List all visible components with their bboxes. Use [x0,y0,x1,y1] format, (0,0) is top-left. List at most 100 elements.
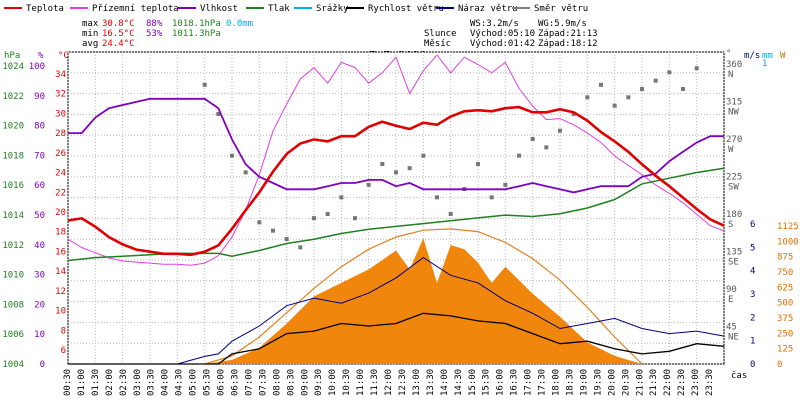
direction-compass-tick: NW [728,108,739,118]
temperature-tick: 8 [61,326,66,336]
direction-degree-tick: 90 [726,285,737,295]
temperature-tick: 22 [55,188,66,198]
wind-speed-tick: 1 [750,337,755,347]
time-tick: 19:00 [579,369,589,396]
solar-tick: 1125 [777,222,799,232]
time-tick: 20:00 [607,369,617,396]
time-tick: 19:30 [593,369,603,396]
time-tick: 14:30 [454,369,464,396]
time-tick: 09:00 [300,369,310,396]
sun-rise: Východ:05:10 [470,29,535,39]
time-tick: 05:30 [203,369,213,396]
wind-direction-point [421,153,426,158]
w-unit: W [780,51,786,61]
pressure-tick: 1016 [2,181,24,191]
sun-set: Západ:21:13 [538,29,598,39]
dir-unit: ° [726,49,731,59]
humidity-tick: 90 [34,92,45,102]
temperature-tick: 20 [55,208,66,218]
temperature-tick: 10 [55,307,66,317]
solar-tick: 500 [777,299,793,309]
solar-tick: 250 [777,329,793,339]
moon-rise: Východ:01:42 [470,39,535,49]
hpa-unit: hPa [4,51,20,61]
solar-tick: 875 [777,253,793,263]
ms-unit: m/s [744,51,760,61]
legend-label: Tlak [268,4,290,14]
temperature-tick: 32 [55,90,66,100]
stat-min-temp: 16.5°C [102,29,135,39]
stat-max-rain: 0.0mm [226,19,253,29]
time-tick: 11:30 [370,369,380,396]
time-tick: 18:30 [565,369,575,396]
legend-label: Náraz větru [458,4,518,14]
pressure-tick: 1022 [2,92,24,102]
humidity-tick: 30 [34,271,45,281]
wind-speed-info: WS:3.2m/s [470,19,519,29]
direction-compass-tick: NE [728,333,739,343]
pressure-tick: 1024 [2,62,24,72]
time-tick: 03:30 [147,369,157,396]
humidity-line [68,97,724,194]
axis-ticks: 1024102210201018101610141012101010081006… [2,59,798,396]
wind-speed-tick: 3 [750,290,755,300]
time-tick: 16:00 [496,369,506,396]
wind-direction-point [284,237,289,241]
humidity-tick: 100 [29,62,45,72]
solar-tick: 0 [777,360,782,370]
mm-unit: mm [762,51,773,61]
legend-label: Vlhkost [200,4,238,14]
pressure-tick: 1014 [2,211,24,221]
wind-direction-point [380,162,385,166]
solar-tick: 625 [777,283,793,293]
legend-label: Teplota [26,4,64,14]
time-tick: 11:00 [356,369,366,396]
time-tick: 03:00 [133,369,143,396]
moon-label: Měsíc [424,39,451,49]
wind-direction-point [585,95,590,100]
wind-direction-point [653,78,658,83]
wind-direction-point [544,145,549,150]
time-tick: 04:30 [175,369,185,396]
time-tick: 15:30 [482,369,492,396]
sun-label: Slunce [424,29,457,39]
wind-direction-point [230,153,234,158]
stat-min-press: 1011.3hPa [172,29,221,39]
solar-radiation-area [204,238,642,364]
direction-degree-tick: 135 [726,248,742,258]
temperature-tick: 30 [55,109,66,119]
wind-direction-point [612,103,617,108]
solar-theoretical-line [204,228,643,365]
direction-degree-tick: 180 [726,210,742,220]
wind-direction-point [353,216,357,221]
stat-avg-temp: 24.4°C [102,39,135,49]
solar-tick: 375 [777,314,793,324]
wind-direction-point [435,195,439,200]
temperature-tick: 34 [55,70,66,80]
time-tick: 15:00 [468,369,478,396]
time-tick: 13:30 [426,369,436,396]
legend-label: Rychlost větru [368,4,444,14]
wind-direction-point [339,195,344,200]
direction-degree-tick: 45 [726,323,737,333]
time-tick: 06:30 [230,369,240,396]
wind-direction-point [298,245,303,250]
time-tick: 01:00 [77,369,87,396]
moon-set: Západ:18:12 [538,39,598,49]
temperature-tick: 16 [55,247,66,257]
time-tick: 01:30 [91,369,101,396]
time-tick: 22:30 [677,369,687,396]
time-tick: 12:30 [398,369,408,396]
temperature-tick: 12 [55,287,66,297]
time-tick: 05:00 [189,369,199,396]
rain-tick: 1 [762,59,767,69]
direction-compass-tick: S [728,220,733,230]
wind-direction-point [530,137,535,141]
solar-tick: 125 [777,345,793,355]
direction-degree-tick: 270 [726,135,742,145]
time-tick: 04:00 [161,369,171,396]
stat-avg-label: avg [82,39,98,49]
wind-direction-point [599,82,603,87]
pressure-tick: 1018 [2,151,24,161]
